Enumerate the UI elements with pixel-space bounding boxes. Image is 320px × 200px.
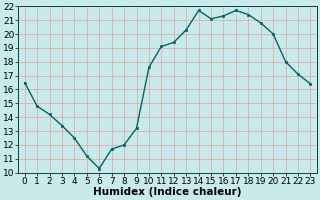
X-axis label: Humidex (Indice chaleur): Humidex (Indice chaleur): [93, 187, 242, 197]
